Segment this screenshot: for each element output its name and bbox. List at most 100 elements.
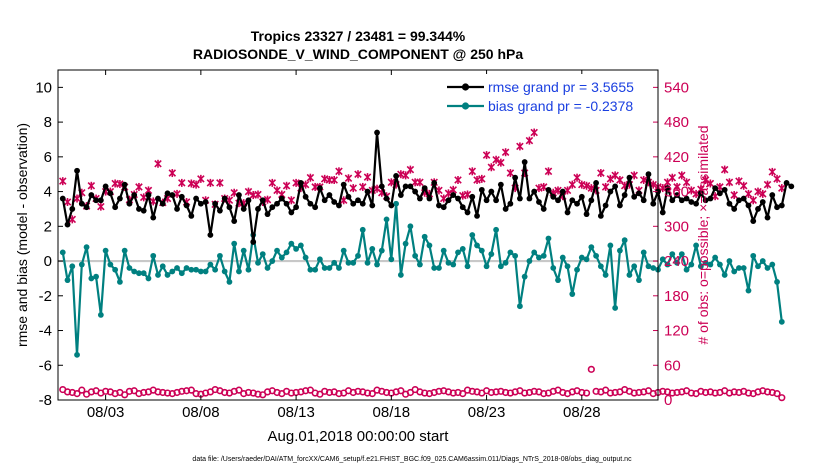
rmse-point xyxy=(678,197,685,204)
bias-point xyxy=(302,254,309,261)
bias-point xyxy=(274,247,280,254)
rmse-point xyxy=(731,206,738,212)
bias-point xyxy=(269,258,276,264)
rmse-point xyxy=(431,179,438,186)
rmse-point xyxy=(383,195,390,202)
rmse-point xyxy=(178,193,185,200)
bias-point xyxy=(631,263,638,270)
bias-point xyxy=(626,272,633,278)
obs-possible-point xyxy=(773,390,781,398)
bias-point xyxy=(255,259,261,266)
rmse-point xyxy=(455,195,461,202)
bias-point xyxy=(731,268,738,275)
obs-possible-point xyxy=(78,386,86,394)
rmse-point xyxy=(212,200,219,207)
obs-assimilated-point xyxy=(568,180,577,189)
rmse-point xyxy=(169,192,176,198)
obs-assimilated-point xyxy=(530,128,538,137)
bias-point xyxy=(617,247,623,254)
rmse-point xyxy=(126,200,133,207)
bias-point xyxy=(764,265,771,271)
bias-point xyxy=(717,261,723,268)
obs-assimilated-point xyxy=(58,177,67,186)
rmse-point xyxy=(121,181,128,188)
y-tick-label-right: 420 xyxy=(664,149,689,166)
bias-point xyxy=(621,237,628,244)
obs-assimilated-point xyxy=(135,182,143,191)
bias-point xyxy=(136,270,142,277)
bias-point xyxy=(364,259,371,266)
bias-point xyxy=(607,242,614,249)
rmse-point xyxy=(345,193,352,200)
bias-point xyxy=(378,247,385,254)
bias-point xyxy=(664,261,671,268)
bias-point xyxy=(217,252,223,259)
rmse-point xyxy=(569,197,576,204)
bias-point xyxy=(350,259,357,266)
rmse-point xyxy=(607,188,614,195)
rmse-line xyxy=(61,131,792,243)
obs-assimilated-point xyxy=(344,174,353,183)
rmse-point xyxy=(407,183,414,190)
bias-point xyxy=(326,265,333,271)
y-tick-label-right: 240 xyxy=(664,253,689,270)
bias-point xyxy=(483,263,490,270)
bias-point xyxy=(164,272,171,278)
rmse-point xyxy=(778,202,785,209)
y-tick-label-left: 8 xyxy=(44,114,52,131)
rmse-point xyxy=(426,195,433,202)
x-tick-label: 08/13 xyxy=(277,404,315,421)
chart-title-line2: RADIOSONDE_V_WIND_COMPONENT @ 250 hPa xyxy=(193,46,523,62)
bias-point xyxy=(588,244,595,251)
bias-point xyxy=(578,254,585,261)
obs-assimilated-point xyxy=(501,148,510,157)
rmse-point xyxy=(759,199,766,205)
rmse-point xyxy=(612,183,619,190)
bias-point xyxy=(264,265,271,271)
chart-title-line1: Tropics 23327 / 23481 = 99.344% xyxy=(251,28,466,44)
rmse-point xyxy=(574,200,580,207)
rmse-point xyxy=(83,204,90,211)
obs-assimilated-point xyxy=(178,178,186,187)
bias-point xyxy=(88,275,95,282)
rmse-point xyxy=(207,232,214,238)
bias-point xyxy=(259,251,266,258)
rmse-point xyxy=(526,195,533,202)
obs-assimilated-point xyxy=(387,178,396,187)
obs-assimilated-point xyxy=(306,173,315,182)
rmse-point xyxy=(302,193,309,200)
rmse-point xyxy=(74,167,80,174)
bias-point xyxy=(245,266,252,273)
bias-point xyxy=(474,242,480,249)
obs-assimilated-point xyxy=(525,136,534,145)
bias-point xyxy=(493,226,499,233)
rmse-point xyxy=(507,200,514,207)
bias-point xyxy=(517,303,523,310)
rmse-point xyxy=(493,197,499,204)
rmse-point xyxy=(136,206,142,212)
obs-assimilated-point xyxy=(244,187,253,196)
bias-point xyxy=(388,256,395,263)
rmse-point xyxy=(474,212,480,219)
rmse-point xyxy=(397,192,404,198)
rmse-point xyxy=(159,200,166,207)
rmse-point xyxy=(259,197,266,204)
obs-assimilated-point xyxy=(478,174,486,183)
obs-assimilated-point xyxy=(763,180,772,189)
rmse-point xyxy=(617,202,623,209)
obs-assimilated-point xyxy=(582,181,591,190)
bias-point xyxy=(740,265,747,271)
obs-assimilated-point xyxy=(97,202,105,211)
rmse-point xyxy=(636,190,642,197)
bias-point xyxy=(407,223,414,230)
obs-assimilated-point xyxy=(268,178,277,187)
bias-point xyxy=(240,247,247,254)
bias-point xyxy=(226,278,233,285)
rmse-point xyxy=(588,197,595,204)
rmse-point xyxy=(250,239,257,245)
rmse-point xyxy=(564,209,571,216)
y-tick-label-left: 6 xyxy=(44,149,52,166)
rmse-point xyxy=(707,195,714,202)
obs-assimilated-point xyxy=(682,178,691,187)
rmse-point xyxy=(469,193,476,200)
